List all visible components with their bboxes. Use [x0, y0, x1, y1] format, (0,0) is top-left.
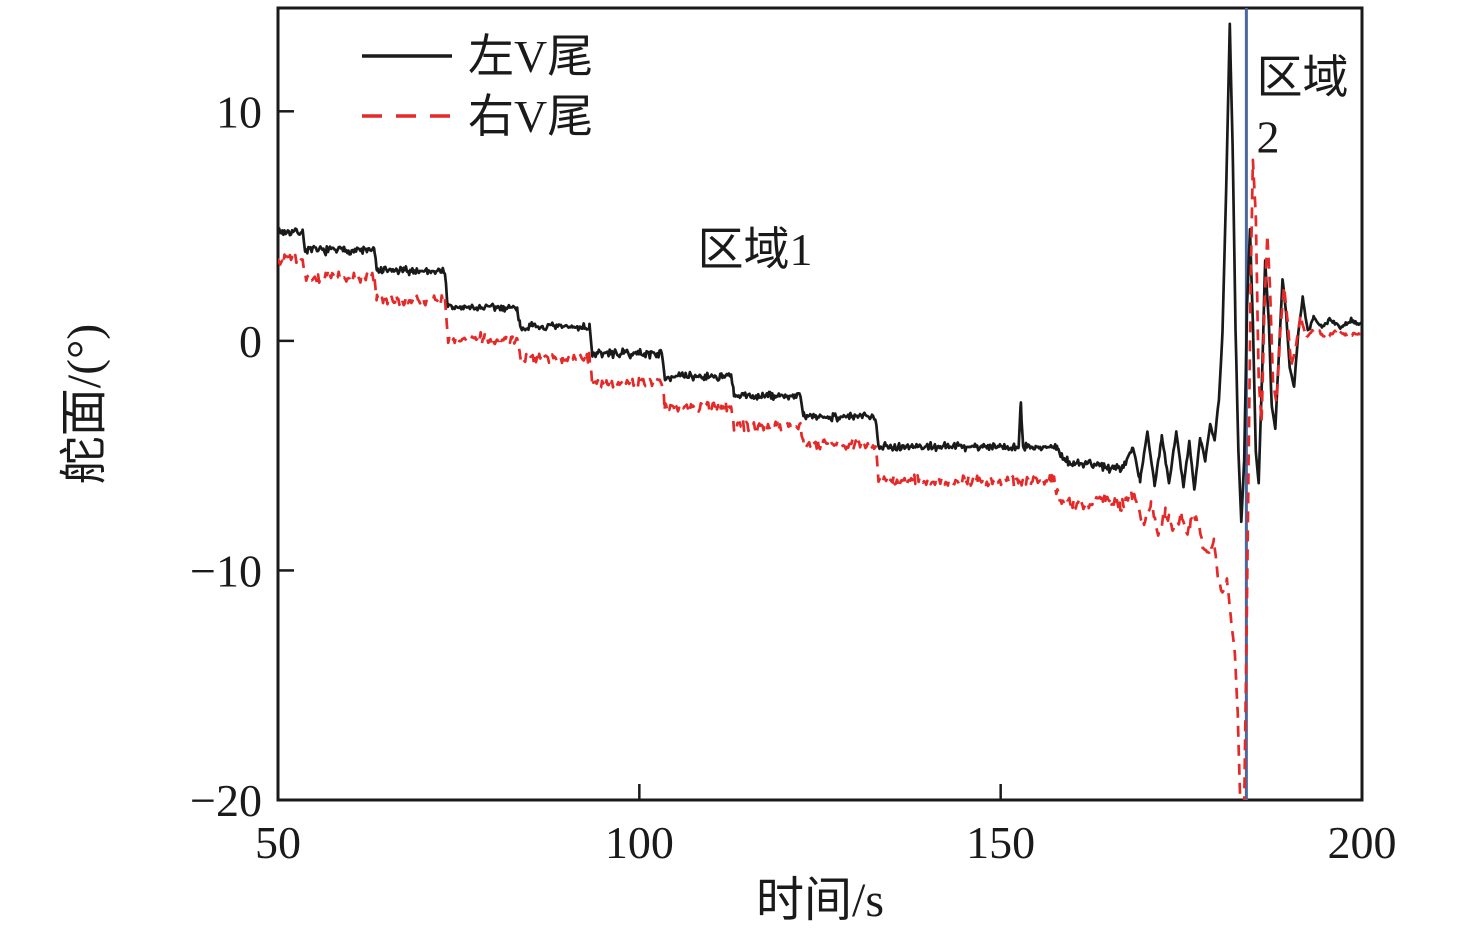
- x-tick-label: 50: [255, 817, 301, 868]
- plot-border: [276, 6, 1364, 802]
- annotation-text: 区域: [1256, 52, 1348, 103]
- legend-label: 右V尾: [468, 91, 593, 142]
- x-tick-label: 150: [966, 817, 1035, 868]
- annotation-text: 区域1: [697, 224, 812, 275]
- x-axis-label: 时间/s: [756, 874, 884, 927]
- annotation-text: 2: [1256, 112, 1279, 163]
- y-tick-label: −20: [190, 775, 262, 826]
- x-tick-label: 200: [1328, 817, 1397, 868]
- legend-label: 左V尾: [468, 31, 593, 82]
- y-tick-label: 10: [216, 86, 262, 137]
- series-right-v-tail: [278, 158, 1362, 800]
- y-tick-label: −10: [190, 545, 262, 596]
- x-tick-label: 100: [605, 817, 674, 868]
- y-tick-label: 0: [239, 316, 262, 367]
- series-left-v-tail: [278, 22, 1362, 524]
- y-axis-label: 舵面/(°): [58, 324, 111, 485]
